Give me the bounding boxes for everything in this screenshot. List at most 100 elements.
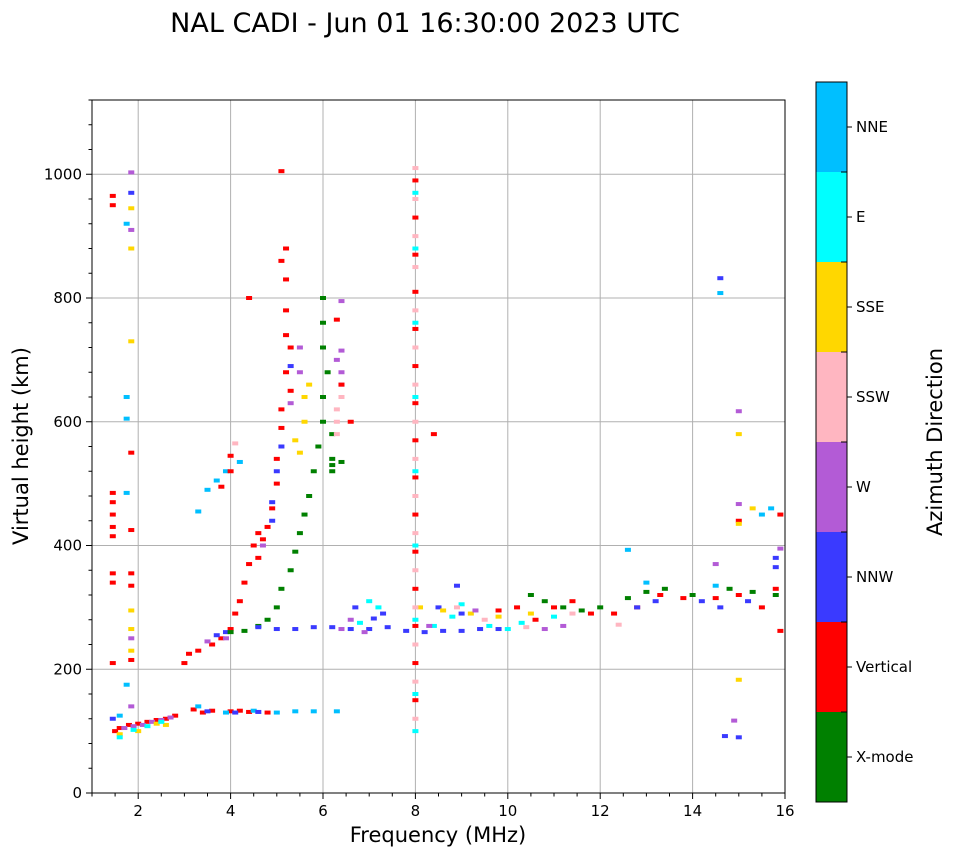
y-tick-label: 600 [53, 413, 82, 431]
echo-point [412, 586, 419, 591]
echo-point [320, 395, 326, 399]
echo-point [712, 562, 719, 567]
echo-point [380, 611, 387, 616]
echo-point [412, 419, 419, 424]
colorbar-category-label: NNE [856, 118, 888, 136]
echo-point [430, 623, 437, 628]
echo-point [320, 419, 326, 424]
echo-point [412, 289, 419, 294]
echo-point [412, 605, 419, 610]
echo-point [255, 709, 262, 714]
echo-point [338, 382, 345, 387]
echo-point [144, 719, 151, 724]
echo-point [578, 608, 585, 613]
echo-point [643, 589, 650, 594]
echo-point [153, 717, 160, 722]
echo-point [269, 506, 276, 511]
echo-point [352, 605, 359, 610]
echo-point [412, 512, 419, 517]
echo-point [412, 345, 419, 350]
echo-point [287, 345, 294, 350]
echo-point [481, 617, 488, 622]
echo-point [310, 469, 317, 474]
y-tick-label: 200 [53, 660, 82, 678]
echo-points [109, 166, 784, 740]
echo-point [135, 721, 142, 726]
echo-point [259, 537, 266, 542]
echo-point [278, 444, 285, 449]
echo-point [597, 605, 604, 610]
echo-point [128, 246, 135, 251]
echo-point [123, 490, 130, 495]
echo-point [269, 518, 276, 523]
echo-point [587, 611, 594, 616]
echo-point [661, 586, 668, 591]
echo-point [128, 636, 135, 641]
echo-point [440, 608, 447, 613]
echo-point [287, 568, 294, 573]
echo-point [222, 636, 229, 641]
echo-point [128, 528, 135, 533]
colorbar-segment [816, 262, 847, 352]
echo-point [204, 487, 211, 492]
echo-point [301, 512, 308, 517]
echo-point [320, 345, 326, 350]
echo-point [292, 627, 299, 632]
plot-frame [91, 99, 786, 794]
x-tick-label: 10 [498, 802, 517, 820]
echo-point [273, 481, 280, 486]
echo-point [213, 633, 220, 638]
x-tick-label: 6 [318, 802, 328, 820]
echo-point [236, 599, 243, 604]
echo-point [532, 617, 539, 622]
echo-point [749, 506, 756, 511]
echo-point [209, 642, 216, 647]
echo-point [283, 308, 290, 313]
echo-point [426, 623, 433, 628]
colorbar-segment [816, 712, 847, 802]
echo-point [250, 543, 257, 548]
echo-point [320, 320, 326, 325]
echo-point [128, 627, 135, 632]
echo-point [717, 276, 724, 281]
x-axis-label: Frequency (MHz) [350, 823, 526, 847]
echo-point [569, 599, 576, 604]
echo-point [283, 333, 290, 338]
echo-point [333, 419, 340, 424]
echo-point [333, 432, 340, 437]
y-axis-label: Virtual height (km) [9, 347, 33, 545]
echo-point [128, 704, 135, 709]
echo-point [486, 623, 493, 628]
echo-point [453, 583, 460, 588]
echo-point [324, 370, 331, 375]
echo-point [128, 339, 135, 344]
echo-point [657, 593, 664, 597]
echo-point [412, 234, 419, 239]
echo-point [109, 203, 116, 208]
colorbar-segment [816, 622, 847, 712]
x-tick-label: 16 [775, 802, 794, 820]
colorbar-segment [816, 442, 847, 532]
echo-point [560, 623, 567, 628]
echo-point [301, 395, 308, 399]
colorbar-category-label: W [856, 478, 871, 496]
echo-point [412, 568, 419, 573]
echo-point [412, 246, 419, 251]
echo-point [745, 599, 752, 604]
echo-point [109, 500, 116, 505]
echo-point [735, 677, 742, 682]
echo-point [109, 580, 116, 585]
grid-lines [92, 100, 786, 794]
echo-point [128, 657, 135, 662]
x-tick-label: 14 [683, 802, 702, 820]
echo-point [403, 628, 410, 633]
echo-point [698, 599, 705, 604]
echo-point [338, 459, 345, 464]
echo-point [772, 565, 779, 570]
echo-point [347, 617, 354, 622]
echo-point [236, 459, 243, 464]
echo-point [255, 531, 262, 536]
echo-point [560, 605, 567, 610]
echo-point [412, 197, 419, 201]
echo-point [283, 277, 290, 282]
